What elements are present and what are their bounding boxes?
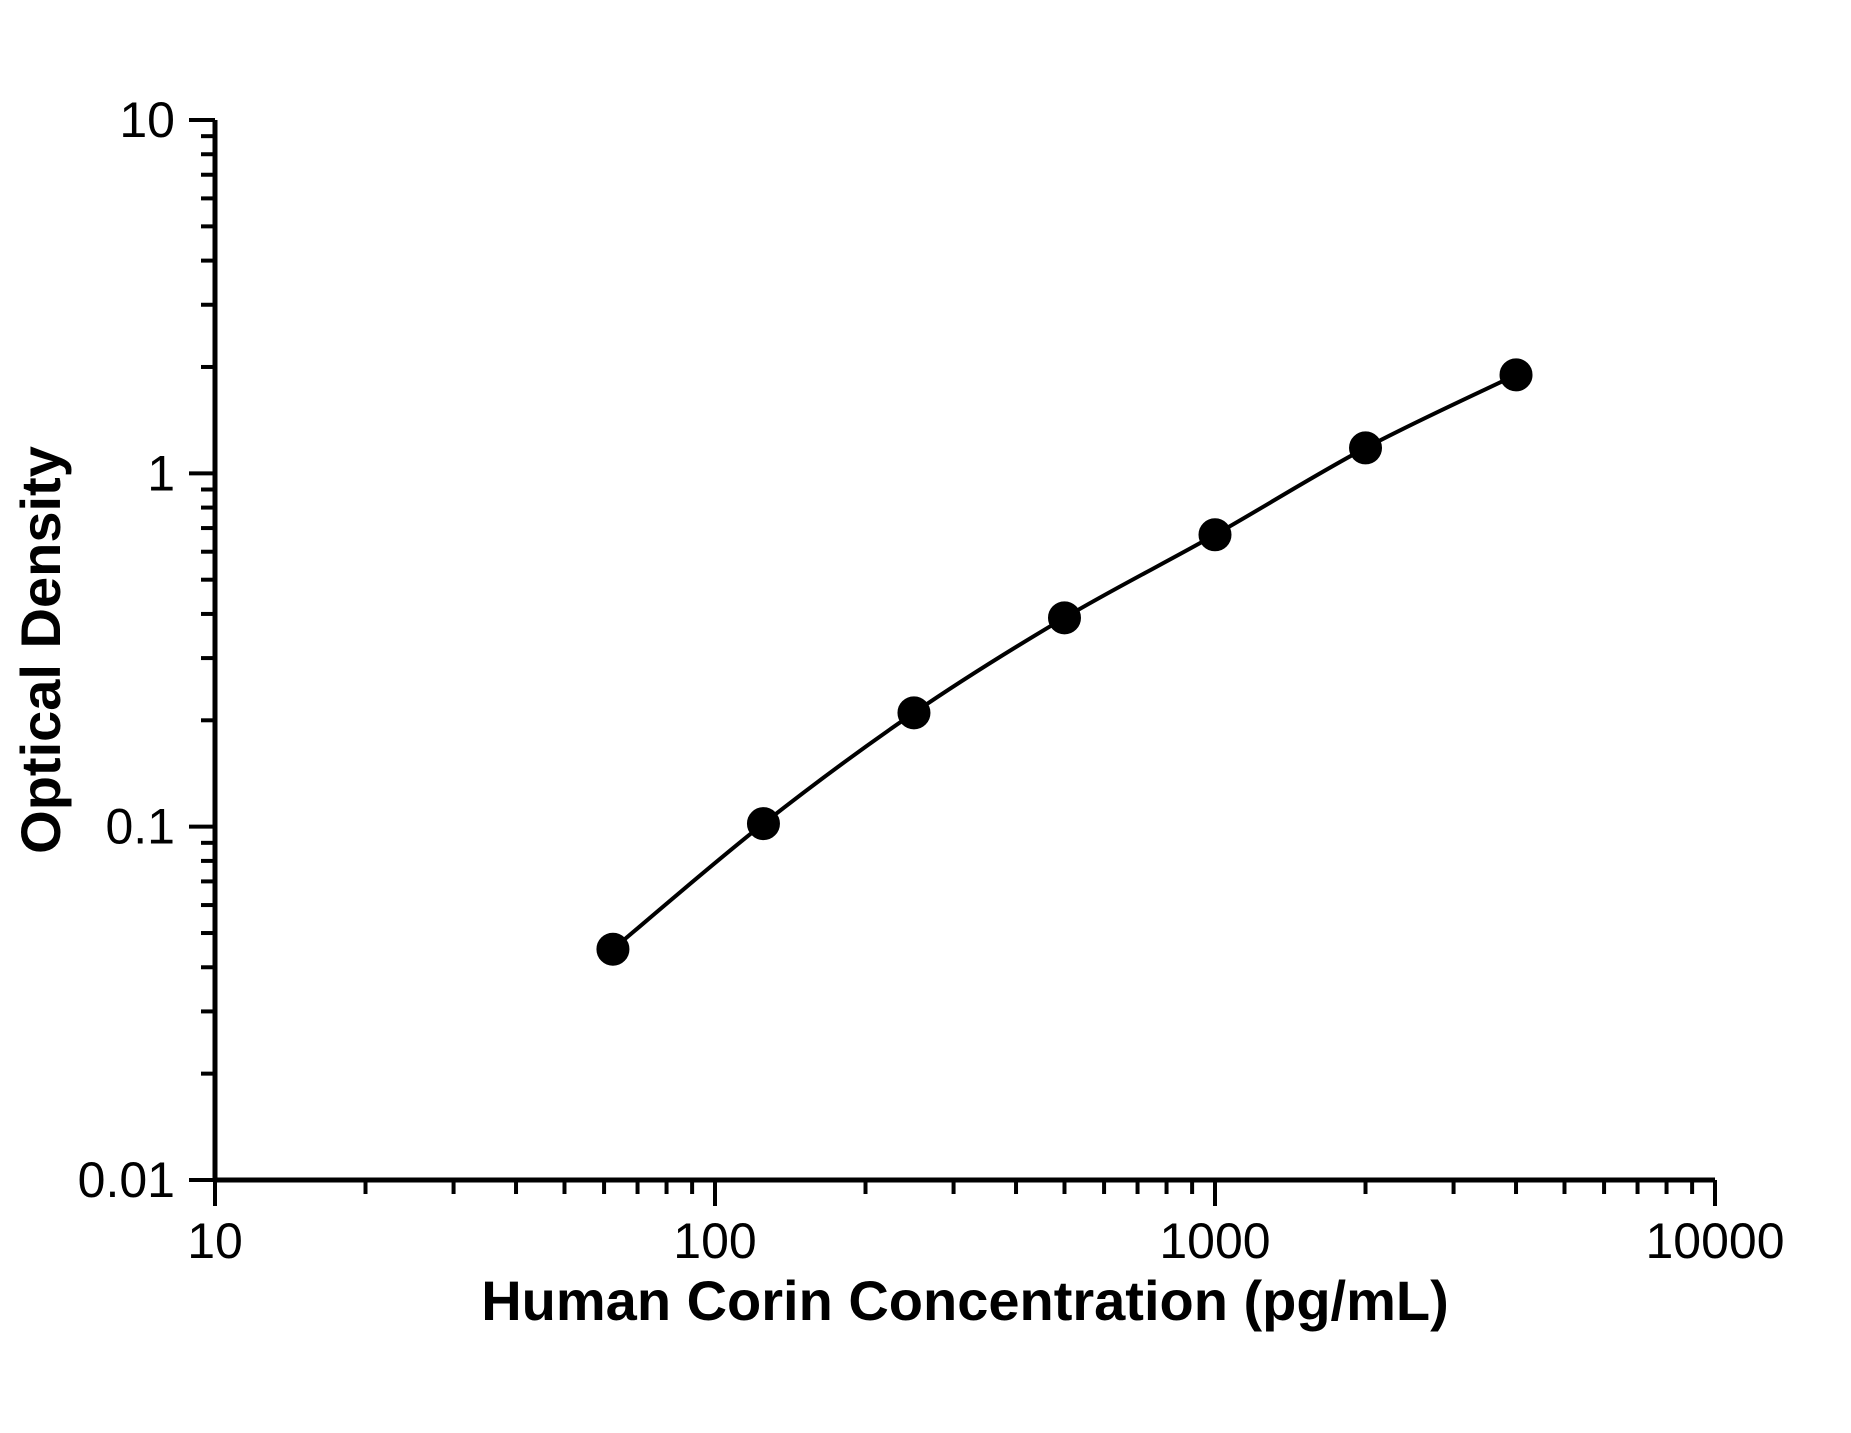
x-tick-label: 100 bbox=[673, 1213, 756, 1269]
y-tick-label: 0.01 bbox=[78, 1152, 175, 1208]
x-axis-label: Human Corin Concentration (pg/mL) bbox=[481, 1269, 1449, 1332]
data-point bbox=[747, 808, 779, 840]
data-point bbox=[1350, 432, 1382, 464]
data-point bbox=[1048, 602, 1080, 634]
chart-container: 10 100 1000 10000 0.01 0.1 1 10 Human Corin Conc… bbox=[0, 0, 1851, 1433]
x-tick-label: 10 bbox=[187, 1213, 243, 1269]
data-point bbox=[1199, 519, 1231, 551]
data-point bbox=[898, 697, 930, 729]
y-tick-label: 1 bbox=[147, 445, 175, 501]
x-tick-label: 1000 bbox=[1159, 1213, 1270, 1269]
data-point bbox=[597, 933, 629, 965]
y-tick-label: 10 bbox=[119, 92, 175, 148]
y-axis-label: Optical Density bbox=[9, 446, 72, 854]
x-tick-label: 10000 bbox=[1645, 1213, 1784, 1269]
y-tick-label: 0.1 bbox=[105, 799, 175, 855]
standard-curve-chart: 10 100 1000 10000 0.01 0.1 1 10 Human Corin Conc… bbox=[0, 0, 1851, 1433]
data-point bbox=[1500, 359, 1532, 391]
